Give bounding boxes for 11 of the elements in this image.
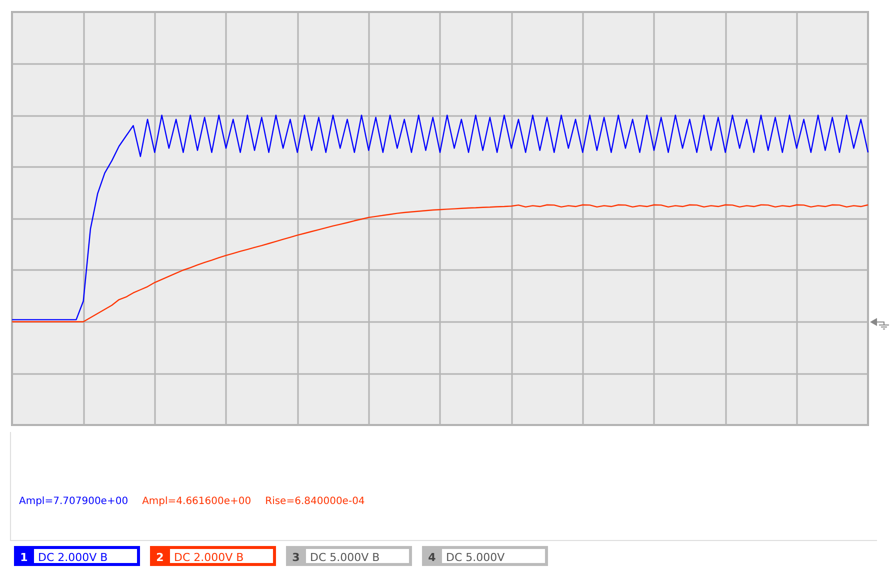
text: 1 xyxy=(14,549,34,564)
text: DC 5.000V xyxy=(442,549,545,564)
text: DC 2.000V B xyxy=(170,549,273,564)
text: DC 5.000V B xyxy=(306,549,409,564)
text: 4 xyxy=(422,549,442,564)
text: Ampl=7.707900e+00 xyxy=(19,496,128,507)
text: 3 xyxy=(286,549,306,564)
text: Rise=6.840000e-04 xyxy=(265,496,365,507)
text: Ampl=4.661600e+00 xyxy=(142,496,252,507)
text: DC 2.000V B xyxy=(34,549,137,564)
text: 2 xyxy=(150,549,170,564)
